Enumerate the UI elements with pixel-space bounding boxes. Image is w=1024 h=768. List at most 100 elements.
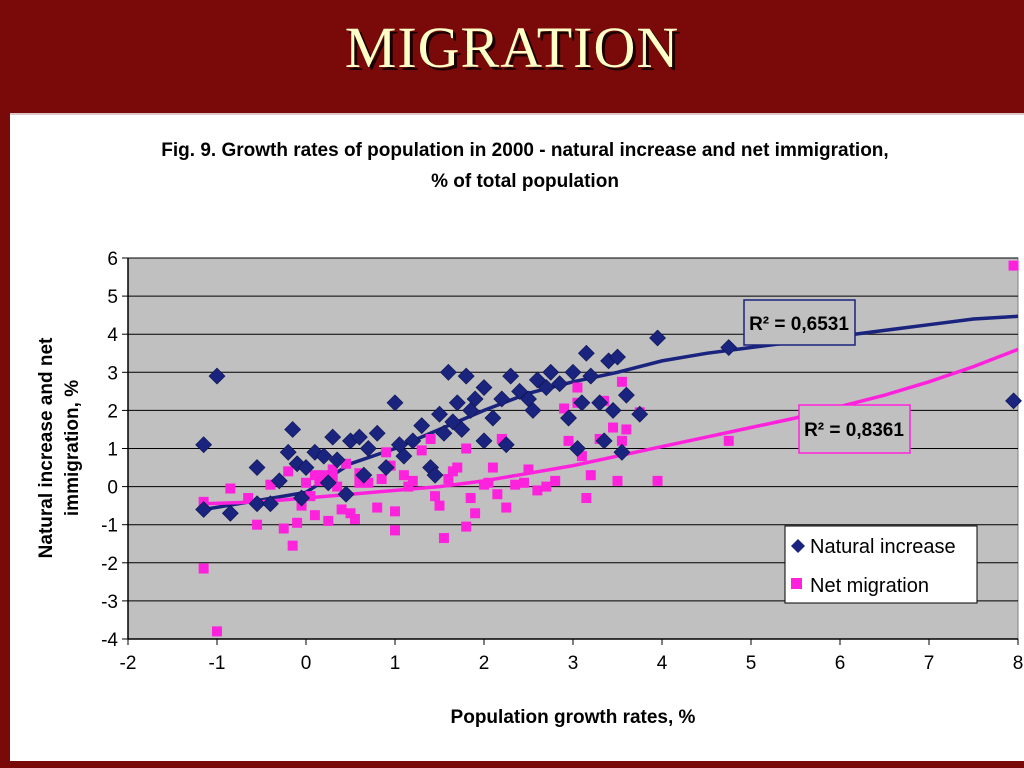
point-natural-increase: [368, 424, 386, 442]
point-natural-increase: [195, 501, 213, 518]
point-natural-increase: [413, 417, 431, 435]
point-net-migration: [309, 510, 320, 521]
point-natural-increase: [328, 451, 346, 469]
point-net-migration: [501, 502, 512, 513]
x-tick-label: -1: [209, 653, 226, 674]
point-net-migration: [381, 447, 392, 458]
point-natural-increase: [542, 363, 560, 381]
point-net-migration: [608, 422, 619, 433]
point-net-migration: [341, 458, 352, 469]
point-net-migration: [323, 515, 334, 526]
point-natural-increase: [297, 459, 315, 476]
point-natural-increase: [435, 424, 453, 442]
point-natural-increase: [551, 375, 569, 393]
point-natural-increase: [560, 409, 577, 427]
point-net-migration: [465, 493, 476, 504]
y-axis-label-line2: immigration, %: [62, 380, 83, 516]
point-natural-increase: [208, 367, 226, 385]
y-tick-label: 5: [107, 287, 118, 308]
point-net-migration: [559, 403, 570, 414]
y-tick-label: 3: [107, 363, 118, 384]
point-natural-increase: [248, 459, 266, 476]
point-natural-increase: [631, 405, 649, 423]
point-natural-increase: [377, 459, 395, 476]
legend: Natural increase Net migration: [784, 525, 978, 604]
point-natural-increase: [466, 390, 484, 408]
point-natural-increase: [270, 472, 288, 490]
point-net-migration: [1008, 260, 1019, 271]
point-natural-increase: [617, 386, 635, 404]
point-net-migration: [461, 443, 472, 454]
point-natural-increase: [457, 367, 475, 385]
r2-label-natural: R² = 0,6531: [743, 299, 856, 346]
chart: Fig. 9. Growth rates of population in 20…: [36, 140, 1023, 728]
point-natural-increase: [493, 390, 511, 408]
point-net-migration: [318, 470, 329, 481]
point-natural-increase: [613, 443, 631, 461]
r2-label-natural-text: R² = 0,6531: [749, 314, 849, 335]
point-natural-increase: [195, 436, 213, 454]
point-net-migration: [487, 462, 498, 473]
point-natural-increase: [315, 447, 333, 465]
point-natural-increase: [524, 401, 542, 419]
point-natural-increase: [475, 432, 493, 450]
chart-panel: Fig. 9. Growth rates of population in 20…: [10, 113, 1024, 761]
point-net-migration: [407, 475, 418, 486]
point-net-migration: [363, 477, 374, 488]
point-natural-increase: [484, 409, 502, 427]
y-tick-label: -1: [101, 516, 118, 537]
point-net-migration: [376, 473, 387, 484]
point-net-migration: [314, 475, 325, 486]
point-natural-increase: [1005, 392, 1022, 410]
point-natural-increase: [395, 447, 413, 465]
r2-label-migration-text: R² = 0,8361: [804, 420, 904, 441]
point-net-migration: [349, 513, 360, 524]
legend-item-natural-increase: Natural increase: [810, 536, 956, 558]
point-natural-increase: [537, 379, 555, 396]
point-net-migration: [496, 433, 507, 444]
point-natural-increase: [386, 394, 404, 412]
point-net-migration: [287, 540, 298, 551]
y-tick-label: 0: [107, 478, 118, 499]
legend-square-icon: [791, 578, 802, 589]
point-net-migration: [616, 435, 627, 446]
y-tick-label: 1: [107, 440, 118, 461]
point-natural-increase: [577, 344, 595, 362]
r2-label-migration: R² = 0,8361: [798, 404, 911, 454]
point-net-migration: [354, 477, 365, 488]
legend-box: [784, 525, 978, 604]
point-net-migration: [390, 506, 400, 517]
point-net-migration: [398, 470, 409, 481]
point-natural-increase: [284, 421, 302, 438]
y-tick-label: -4: [101, 630, 118, 651]
point-net-migration: [425, 433, 436, 444]
y-tick-label: 2: [107, 401, 118, 422]
point-net-migration: [301, 477, 311, 488]
point-net-migration: [332, 481, 343, 492]
point-net-migration: [612, 475, 623, 486]
point-natural-increase: [350, 428, 368, 446]
point-net-migration: [305, 491, 316, 502]
y-tick-label: 4: [107, 325, 118, 346]
point-net-migration: [443, 473, 454, 484]
point-natural-increase: [604, 401, 622, 419]
x-tick-label: 7: [924, 653, 935, 674]
point-natural-increase: [591, 394, 609, 412]
point-natural-increase: [720, 339, 738, 356]
point-natural-increase: [573, 394, 591, 412]
point-net-migration: [621, 424, 632, 435]
point-net-migration: [309, 470, 320, 481]
point-natural-increase: [439, 363, 457, 381]
legend-diamond-icon: [791, 539, 805, 553]
slide-title: MIGRATION: [344, 15, 680, 80]
point-natural-increase: [279, 443, 297, 461]
point-natural-increase: [359, 440, 377, 457]
point-net-migration: [572, 382, 583, 393]
point-net-migration: [510, 479, 521, 490]
point-natural-increase: [248, 495, 266, 513]
x-tick-label: 2: [479, 653, 490, 674]
point-natural-increase: [582, 367, 600, 385]
point-net-migration: [652, 475, 663, 486]
point-net-migration: [430, 491, 441, 502]
